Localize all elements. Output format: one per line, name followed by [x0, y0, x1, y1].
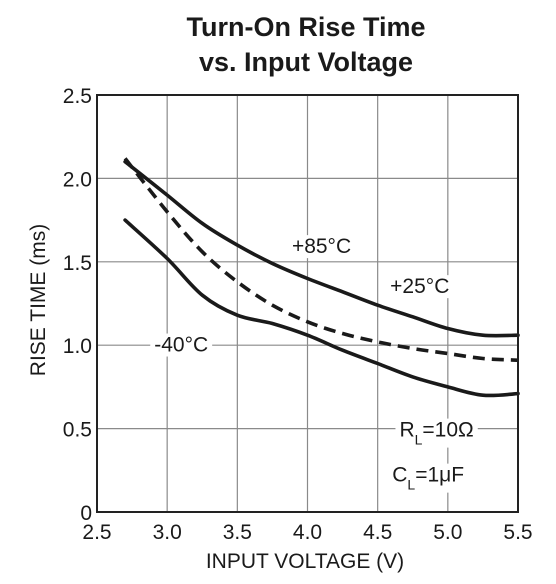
x-axis-label: INPUT VOLTAGE (V): [206, 550, 404, 573]
x-tick-label: 3.0: [153, 521, 182, 544]
x-tick-label: 5.0: [433, 521, 462, 544]
annotation-background: [395, 418, 478, 448]
grid-layer: [97, 95, 518, 512]
x-tick-label: 3.5: [223, 521, 252, 544]
annotation-label-m40: -40°C: [154, 334, 208, 357]
y-tick-label: 2.0: [63, 168, 92, 191]
annotation-layer: +85°C +25°C -40°C RL=10Ω CL=1μF: [150, 235, 478, 493]
chart-title-line-2: vs. Input Voltage: [199, 47, 413, 77]
series-line-plus85degc: [123, 159, 520, 338]
annotation-label-rl: RL=10Ω: [399, 419, 473, 448]
y-tick-label: 1.0: [63, 335, 92, 358]
annotation-label-cl: CL=1μF: [392, 464, 464, 493]
annotation-label-25: +25°C: [390, 275, 449, 298]
x-tick-label: 4.0: [293, 521, 322, 544]
annotation-background: [287, 235, 356, 259]
tick-layer: 2.5 3.0 3.5 4.0 4.5 5.0 5.5 0 0.5 1.0 1.5 2.0 2.5: [63, 85, 533, 544]
annotation-background: [388, 463, 469, 493]
x-tick-label: 4.5: [363, 521, 392, 544]
annotation-label-85: +85°C: [292, 235, 351, 258]
y-tick-label: 0.5: [63, 419, 92, 442]
annotation-background: [386, 275, 454, 299]
annotation-background: [150, 333, 213, 357]
series-line-minus40degc: [123, 218, 520, 398]
x-tick-label: 2.5: [82, 521, 111, 544]
series-layer: [123, 157, 520, 398]
chart-title-line-1: Turn-On Rise Time: [186, 12, 425, 42]
y-axis-label: RISE TIME (ms): [27, 224, 50, 376]
y-tick-label: 2.5: [63, 85, 92, 108]
plot-frame: [96, 94, 519, 513]
y-tick-label: 0: [80, 502, 92, 525]
y-tick-label: 1.5: [63, 252, 92, 275]
x-tick-label: 5.5: [503, 521, 532, 544]
